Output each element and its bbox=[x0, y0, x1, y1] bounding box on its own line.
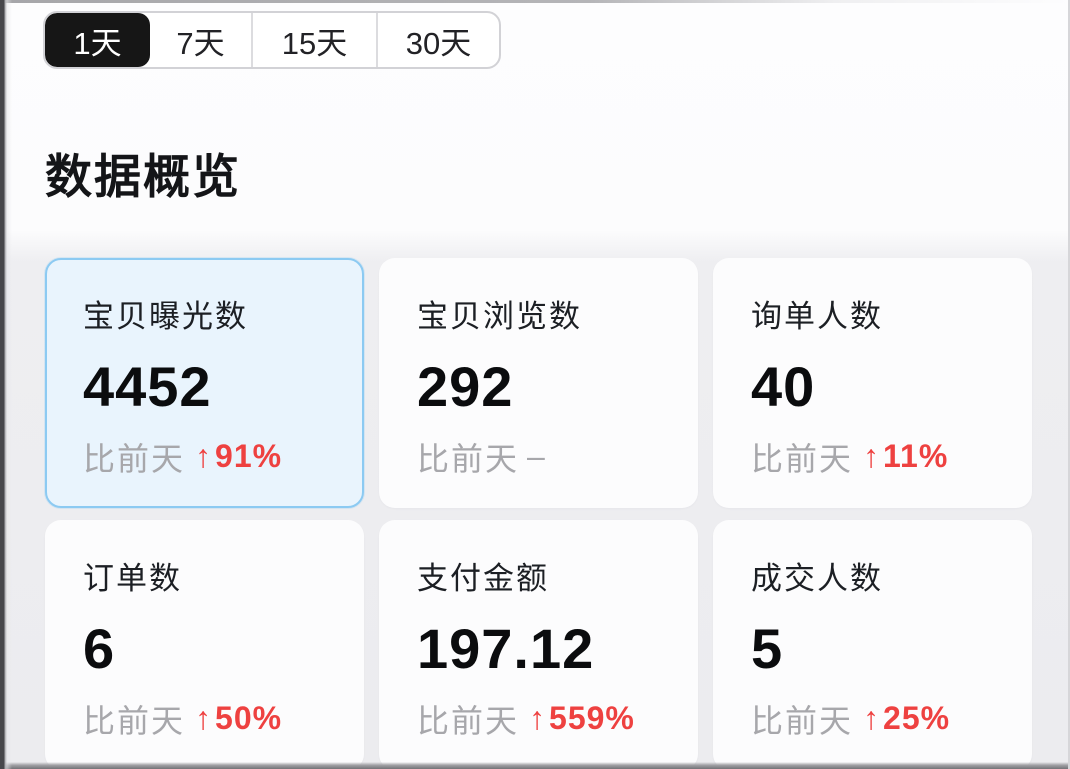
time-tab-label: 7天 bbox=[176, 25, 225, 61]
time-tab-label: 30天 bbox=[405, 25, 472, 61]
time-tab-1d[interactable]: 1天 bbox=[45, 13, 150, 67]
stat-card-compare: 比前天 ↑ 25% bbox=[751, 696, 1014, 742]
stat-card-item-views[interactable]: 宝贝浏览数 292 比前天 – bbox=[379, 258, 698, 508]
stat-card-label: 宝贝曝光数 bbox=[83, 299, 248, 334]
change-value: – bbox=[527, 438, 546, 475]
compare-change: ↑ 91% bbox=[195, 438, 282, 475]
time-tab-label: 15天 bbox=[281, 25, 348, 61]
stat-card-compare: 比前天 ↑ 11% bbox=[751, 434, 1014, 480]
stat-card-payment-amount[interactable]: 支付金额 197.12 比前天 ↑ 559% bbox=[379, 520, 698, 769]
stat-card-compare: 比前天 ↑ 50% bbox=[83, 696, 346, 742]
stat-card-label: 支付金额 bbox=[417, 561, 549, 596]
screenshot-top-edge bbox=[0, 0, 1070, 3]
time-tab-7d[interactable]: 7天 bbox=[150, 13, 251, 67]
stat-card-value: 292 bbox=[417, 355, 514, 418]
compare-change: ↑ 559% bbox=[529, 700, 635, 737]
stat-card-compare: 比前天 – bbox=[417, 434, 680, 480]
stat-card-value: 40 bbox=[751, 355, 816, 418]
compare-change: – bbox=[527, 438, 546, 475]
stat-card-label: 订单数 bbox=[83, 561, 182, 596]
time-range-tabs: 1天 7天 15天 30天 bbox=[43, 11, 501, 69]
stat-card-value: 4452 bbox=[83, 355, 212, 418]
stat-card-deal-users[interactable]: 成交人数 5 比前天 ↑ 25% bbox=[713, 520, 1032, 769]
stat-card-compare: 比前天 ↑ 559% bbox=[417, 696, 680, 742]
compare-change: ↑ 11% bbox=[863, 438, 948, 475]
stat-card-inquiry-users[interactable]: 询单人数 40 比前天 ↑ 11% bbox=[713, 258, 1032, 508]
change-value: 559% bbox=[549, 700, 635, 737]
stats-card-grid: 宝贝曝光数 4452 比前天 ↑ 91% 宝贝浏览数 292 比前天 – 询单人… bbox=[45, 258, 1032, 769]
stat-card-label: 宝贝浏览数 bbox=[417, 299, 582, 334]
stat-card-value: 197.12 bbox=[417, 617, 595, 680]
stat-card-value: 5 bbox=[751, 617, 784, 680]
stat-card-compare: 比前天 ↑ 91% bbox=[83, 434, 346, 480]
screenshot-bottom-edge bbox=[0, 762, 1070, 769]
change-value: 11% bbox=[883, 438, 949, 475]
compare-prefix-label: 比前天 bbox=[83, 702, 186, 739]
screenshot-left-edge bbox=[0, 0, 12, 769]
change-value: 91% bbox=[215, 438, 283, 475]
up-arrow-icon: ↑ bbox=[195, 438, 213, 475]
time-tab-15d[interactable]: 15天 bbox=[251, 13, 376, 67]
compare-prefix-label: 比前天 bbox=[417, 702, 520, 739]
up-arrow-icon: ↑ bbox=[863, 700, 881, 737]
change-value: 50% bbox=[215, 700, 283, 737]
up-arrow-icon: ↑ bbox=[529, 700, 547, 737]
stat-card-label: 成交人数 bbox=[751, 561, 883, 596]
section-title: 数据概览 bbox=[45, 150, 241, 203]
change-value: 25% bbox=[883, 700, 951, 737]
compare-change: ↑ 50% bbox=[195, 700, 282, 737]
time-tab-label: 1天 bbox=[73, 25, 122, 61]
compare-change: ↑ 25% bbox=[863, 700, 950, 737]
stat-card-label: 询单人数 bbox=[751, 299, 883, 334]
compare-prefix-label: 比前天 bbox=[417, 440, 520, 477]
screenshot-right-edge bbox=[1068, 0, 1070, 769]
compare-prefix-label: 比前天 bbox=[751, 702, 854, 739]
stat-card-value: 6 bbox=[83, 617, 116, 680]
up-arrow-icon: ↑ bbox=[195, 700, 213, 737]
stat-card-orders[interactable]: 订单数 6 比前天 ↑ 50% bbox=[45, 520, 364, 769]
compare-prefix-label: 比前天 bbox=[83, 440, 186, 477]
compare-prefix-label: 比前天 bbox=[751, 440, 854, 477]
time-tab-30d[interactable]: 30天 bbox=[376, 13, 499, 67]
stat-card-item-exposure[interactable]: 宝贝曝光数 4452 比前天 ↑ 91% bbox=[45, 258, 364, 508]
up-arrow-icon: ↑ bbox=[863, 438, 881, 475]
